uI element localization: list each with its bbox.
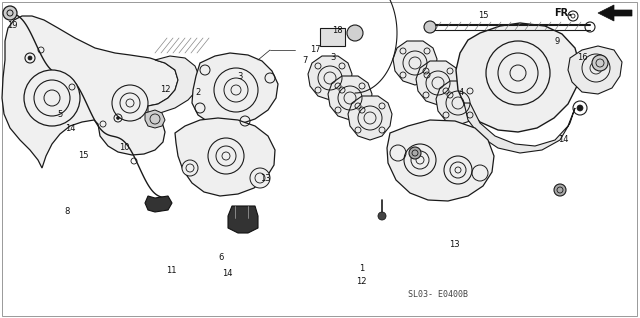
Circle shape	[208, 138, 244, 174]
Circle shape	[214, 68, 258, 112]
Text: 12: 12	[356, 277, 367, 286]
Polygon shape	[393, 41, 437, 85]
Circle shape	[182, 160, 198, 176]
Circle shape	[592, 55, 608, 71]
Circle shape	[116, 116, 120, 120]
Text: 15: 15	[478, 11, 488, 20]
Text: 15: 15	[78, 151, 88, 160]
Polygon shape	[598, 5, 632, 21]
Polygon shape	[348, 96, 392, 140]
Text: 12: 12	[160, 85, 170, 93]
Circle shape	[28, 56, 32, 60]
Polygon shape	[192, 53, 278, 126]
Text: 16: 16	[577, 53, 588, 62]
Circle shape	[250, 168, 270, 188]
Circle shape	[404, 144, 436, 176]
Text: 3: 3	[237, 72, 243, 81]
Circle shape	[112, 85, 148, 121]
Text: 18: 18	[332, 26, 342, 35]
Text: 17: 17	[310, 45, 321, 54]
Polygon shape	[464, 103, 575, 153]
Circle shape	[554, 184, 566, 196]
Text: 6: 6	[218, 253, 223, 262]
Circle shape	[24, 70, 80, 126]
Polygon shape	[387, 120, 494, 201]
Polygon shape	[228, 206, 258, 233]
FancyBboxPatch shape	[320, 28, 345, 46]
Circle shape	[3, 6, 17, 20]
Polygon shape	[2, 16, 178, 168]
Text: 14: 14	[558, 135, 568, 144]
Text: 9: 9	[554, 37, 559, 46]
Polygon shape	[148, 56, 200, 113]
Polygon shape	[456, 23, 580, 132]
Polygon shape	[145, 196, 172, 212]
Circle shape	[424, 21, 436, 33]
Polygon shape	[175, 118, 275, 196]
Circle shape	[409, 147, 421, 159]
Polygon shape	[416, 61, 460, 105]
Polygon shape	[328, 76, 372, 120]
Polygon shape	[568, 46, 622, 94]
Text: 11: 11	[166, 266, 177, 275]
Polygon shape	[308, 56, 352, 100]
Text: 7: 7	[303, 56, 308, 65]
Text: 3: 3	[330, 53, 335, 62]
Circle shape	[347, 25, 363, 41]
Text: 10: 10	[120, 143, 130, 152]
Circle shape	[486, 41, 550, 105]
Circle shape	[444, 156, 472, 184]
Circle shape	[378, 212, 386, 220]
Text: 1: 1	[359, 264, 364, 273]
Text: FR.: FR.	[554, 8, 572, 18]
Text: 2: 2	[196, 88, 201, 97]
Text: SL03- E0400B: SL03- E0400B	[408, 290, 468, 299]
Circle shape	[577, 105, 583, 111]
Text: 8: 8	[65, 207, 70, 216]
Text: 5: 5	[57, 110, 62, 119]
Text: 14: 14	[222, 269, 232, 278]
Text: 13: 13	[449, 240, 460, 249]
Text: 13: 13	[260, 174, 271, 183]
Text: 14: 14	[65, 124, 76, 133]
Text: 19: 19	[8, 21, 18, 30]
Polygon shape	[145, 110, 165, 128]
Text: 4: 4	[458, 88, 463, 97]
Polygon shape	[436, 81, 480, 125]
